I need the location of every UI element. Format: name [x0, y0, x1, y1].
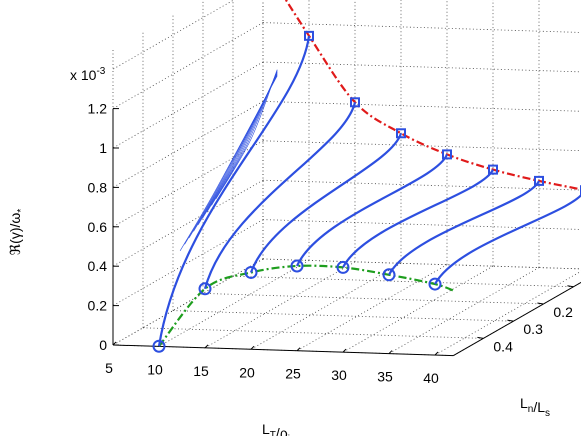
thin-trajectory [211, 70, 278, 206]
x-tick [112, 341, 117, 346]
grid-line [112, 219, 264, 306]
grid-line [250, 262, 402, 350]
x-tick-label: 25 [285, 366, 301, 382]
trajectory-line [342, 169, 495, 268]
tick-labels: 00.20.40.60.811.251015202530354000.10.20… [88, 101, 574, 386]
y-tick [567, 285, 574, 288]
x-tick-label: 35 [377, 369, 393, 385]
grid-line [262, 101, 581, 112]
z-axis-multiplier: x 10-3 [70, 66, 106, 83]
x-tick-label: 40 [423, 370, 439, 386]
trajectory-line [295, 153, 449, 267]
z-tick-label: 0.6 [88, 219, 108, 235]
x-tick [204, 344, 209, 349]
x-tick-label: 20 [239, 364, 255, 380]
axis-labels: x 10-3 ℜ(γ)/ω* Ln/Ls LT/ρi [7, 66, 550, 436]
trajectory-line [388, 180, 541, 276]
y-tick [507, 319, 514, 322]
x-tick [296, 347, 301, 352]
grid-line [262, 61, 581, 73]
grid-line [142, 327, 484, 339]
y-axis-line [453, 281, 581, 357]
trajectory-line [249, 132, 403, 273]
grid-line [112, 22, 264, 109]
x-tick-label: 5 [105, 360, 113, 376]
x-tick-label: 15 [193, 363, 209, 379]
y-tick-label: 0.2 [553, 304, 573, 320]
end-marker-square [442, 149, 452, 160]
trajectory-line [203, 102, 357, 290]
grid-line [296, 264, 448, 352]
thin-trajectory-bundle [179, 69, 278, 252]
x-tick-label: 10 [147, 361, 163, 377]
start-marker-circle [198, 282, 212, 296]
grid-line [262, 22, 581, 33]
data-series [152, 0, 581, 353]
start-marker-circle [336, 260, 350, 274]
grid-line [112, 101, 264, 188]
grid-line [262, 258, 581, 270]
grid-line [434, 270, 581, 356]
grid-line [172, 310, 514, 322]
start-marker-circle [428, 277, 442, 291]
thin-trajectory [215, 69, 278, 199]
z-axis-label: ℜ(γ)/ω* [7, 209, 27, 256]
z-tick-label: 1.2 [88, 101, 108, 117]
grid-line [388, 267, 540, 354]
y-tick-label: 0.4 [493, 338, 513, 354]
back-left-pane [113, 0, 263, 345]
x-tick [388, 350, 393, 354]
z-tick-label: 0.8 [88, 179, 108, 195]
z-tick-label: 0.2 [88, 298, 108, 314]
end-marker-square [488, 164, 498, 175]
start-marker-circle [382, 268, 396, 282]
start-marker-circle [290, 259, 304, 273]
x-axis-label: LT/ρi [262, 421, 290, 436]
grid-line [158, 260, 310, 347]
x-tick [342, 348, 347, 353]
grid-line [202, 293, 544, 305]
end-marker-square [304, 30, 314, 41]
z-tick-label: 0.4 [88, 258, 108, 274]
trajectory-line [434, 193, 581, 285]
axis-panes [113, 0, 581, 345]
end-marker-square [534, 175, 544, 186]
lower-envelope-line [158, 264, 454, 347]
grid-line [262, 179, 581, 191]
grid-line [112, 179, 264, 267]
y-tick-label: 0.3 [523, 321, 543, 337]
grid-line [112, 0, 235, 70]
y-tick [477, 336, 484, 339]
x-tick [250, 345, 255, 350]
back-right-pane [263, 0, 581, 269]
start-marker-circle [244, 265, 258, 279]
grid-line [112, 258, 264, 346]
grid-line [342, 265, 494, 353]
x-tick-label: 30 [331, 367, 347, 383]
grid-line [262, 140, 581, 152]
grid-line [232, 275, 574, 288]
end-marker-square [350, 97, 360, 108]
y-tick [537, 302, 544, 305]
z-tick-label: 0 [99, 337, 107, 353]
grid-line [262, 219, 581, 230]
upper-envelope-line [284, 0, 581, 191]
grid-line [204, 261, 356, 349]
x-tick [434, 351, 439, 356]
end-marker-square [396, 128, 406, 139]
z-tick-label: 1 [99, 140, 107, 156]
y-axis-label: Ln/Ls [520, 395, 550, 419]
x-axis-line [112, 344, 454, 357]
trajectory-line [157, 35, 311, 347]
start-marker-circle [152, 339, 166, 353]
grid-line [112, 61, 264, 149]
